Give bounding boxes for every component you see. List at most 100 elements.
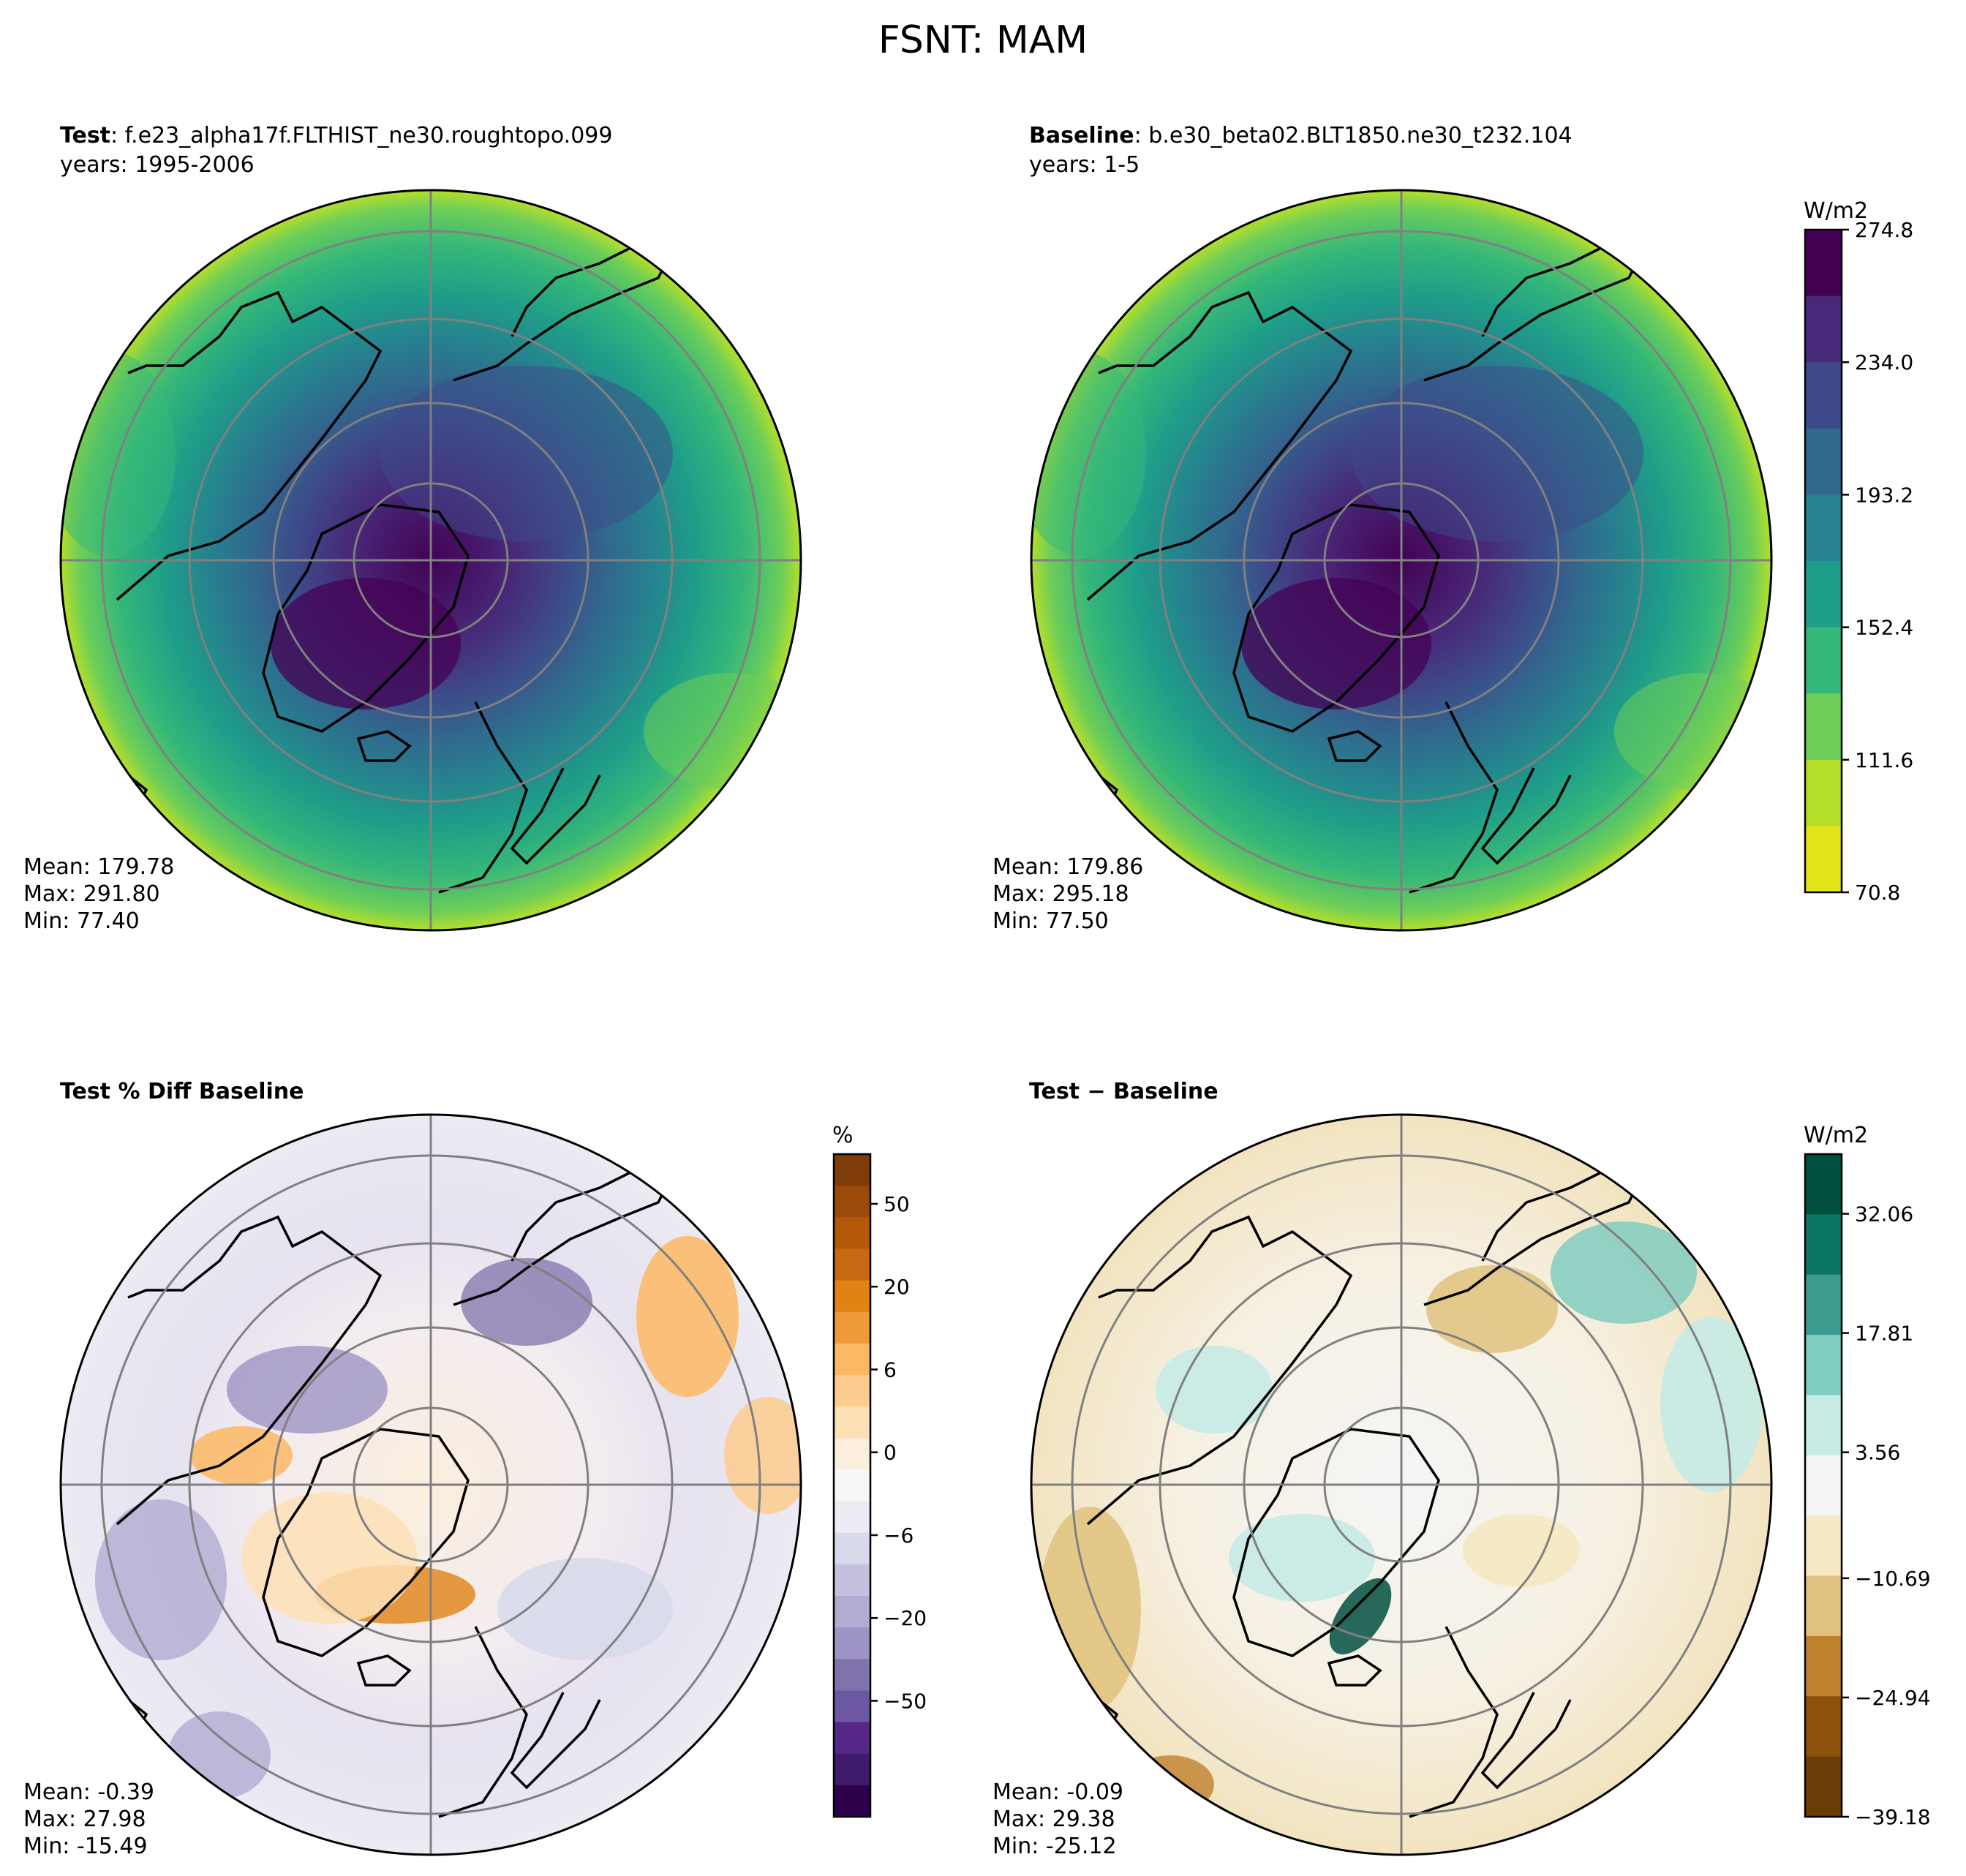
colorbar-pctdiff-tick-label-0: 50 xyxy=(884,1192,910,1216)
field-baseline-pacific-high xyxy=(1614,673,1771,790)
colorbar-pctdiff-level-14 xyxy=(834,1596,870,1628)
diff-teal-patch-2 xyxy=(1660,1316,1763,1492)
colorbar-pctdiff-level-15 xyxy=(834,1627,870,1660)
colorbar-pctdiff-unit-label: % xyxy=(832,1123,854,1148)
colorbar-pctdiff-level-7 xyxy=(834,1375,870,1407)
stat-min-test: Min: 77.40 xyxy=(23,908,140,934)
diff-teal-patch-3 xyxy=(1329,1578,1392,1655)
stat-max-pctdiff: Max: 27.98 xyxy=(23,1807,146,1832)
colorbar-diff: W/m2 32.06 17.81 3.56 −10.69 −24.94 −39.18 xyxy=(1804,1123,1931,1829)
stat-min-baseline: Min: 77.50 xyxy=(993,908,1109,934)
colorbar-pctdiff-tick-label-4: −6 xyxy=(884,1523,914,1548)
graticule-test xyxy=(61,190,801,930)
colorbar-diff-level-4 xyxy=(1805,1395,1842,1456)
colorbar-diff-frame xyxy=(1804,1153,1843,1818)
panel-test: Test: f.e23_alpha17f.FLTHIST_ne30.rought… xyxy=(23,123,802,934)
diff-teal-patch-1 xyxy=(1551,1221,1697,1324)
coast-greenland-pctdiff xyxy=(262,1428,470,1657)
coast-iceland-test xyxy=(356,730,412,762)
diff-brown-patch-2 xyxy=(1126,1755,1214,1814)
diff-teal-patch-4 xyxy=(1229,1514,1375,1602)
diff-teal-patch-5 xyxy=(1156,1346,1273,1434)
diff-brown-patch-4 xyxy=(1463,1514,1580,1587)
colorbar-diff-tick-label-1: 17.81 xyxy=(1855,1322,1913,1346)
stat-mean-baseline: Mean: 179.86 xyxy=(993,854,1143,880)
coast-iceland-baseline xyxy=(1327,730,1382,762)
field-baseline-atlantic-high xyxy=(1031,351,1146,556)
colorbar-diff-level-1 xyxy=(1805,1214,1842,1276)
field-test-siberia-band xyxy=(380,366,673,541)
pctdiff-orange-patch-5 xyxy=(241,1492,417,1624)
panel-test-subtitle: years: 1995-2006 xyxy=(60,152,255,178)
colorbar-absolute-level-1 xyxy=(1805,295,1842,363)
field-baseline-siberia-band xyxy=(1351,366,1643,541)
colorbar-diff-tick-label-3: −10.69 xyxy=(1855,1567,1931,1591)
colorbar-diff-tick-label-2: 3.56 xyxy=(1855,1441,1900,1465)
colorbar-absolute-level-2 xyxy=(1805,362,1842,429)
panel-diff-title: Test − Baseline xyxy=(1029,1079,1219,1104)
map-boundary-baseline xyxy=(1030,189,1773,932)
coast-greenland-baseline xyxy=(1232,503,1440,733)
colorbar-diff-level-2 xyxy=(1805,1274,1842,1336)
panel-test-title: Test: f.e23_alpha17f.FLTHIST_ne30.rought… xyxy=(60,123,612,148)
colorbar-absolute-unit-label: W/m2 xyxy=(1804,198,1868,224)
colorbar-absolute-tick-label-0: 70.8 xyxy=(1855,881,1900,905)
colorbar-pctdiff-level-13 xyxy=(834,1564,870,1597)
stat-min-diff: Min: -25.12 xyxy=(993,1834,1117,1859)
colorbar-absolute-tick-label-2: 152.4 xyxy=(1855,616,1913,640)
colorbar-pctdiff-level-9 xyxy=(834,1438,870,1471)
pctdiff-purple-patch-3 xyxy=(95,1499,227,1660)
coast-iceland-diff xyxy=(1327,1654,1382,1687)
colorbar-pctdiff-level-8 xyxy=(834,1406,870,1439)
pctdiff-orange-patch-1 xyxy=(636,1236,739,1397)
panel-test-title-rest: : f.e23_alpha17f.FLTHIST_ne30.roughtopo.… xyxy=(110,123,612,148)
colorbar-diff-level-8 xyxy=(1805,1635,1842,1697)
panel-baseline-title-bold: Baseline xyxy=(1029,123,1134,148)
colorbar-pctdiff-level-5 xyxy=(834,1311,870,1344)
colorbar-absolute-level-4 xyxy=(1805,494,1842,562)
colorbar-pctdiff: % 50 20 6 0 −6 −20 −50 xyxy=(832,1123,927,1818)
coast-canada-test xyxy=(116,290,383,601)
panel-baseline-subtitle: years: 1-5 xyxy=(1029,152,1140,178)
panel-pctdiff-title: Test % Diff Baseline xyxy=(60,1079,304,1104)
colorbar-pctdiff-tick-label-3: 0 xyxy=(884,1441,897,1465)
colorbar-diff-level-7 xyxy=(1805,1575,1842,1637)
colorbar-pctdiff-level-0 xyxy=(834,1154,870,1186)
graticule-baseline xyxy=(1031,190,1771,930)
coast-greenland-test xyxy=(262,503,470,733)
colorbar-pctdiff-level-18 xyxy=(834,1722,870,1755)
field-test-atlantic-high xyxy=(61,351,176,556)
colorbar-absolute-level-9 xyxy=(1805,826,1842,893)
panel-baseline-title-rest: : b.e30_beta02.BLT1850.ne30_t232.104 xyxy=(1134,123,1573,148)
coast-greenland-diff xyxy=(1232,1428,1440,1657)
colorbar-pctdiff-tick-label-6: −50 xyxy=(884,1689,927,1713)
field-test-greenland-low xyxy=(271,578,461,709)
panel-baseline: Baseline: b.e30_beta02.BLT1850.ne30_t232… xyxy=(993,123,1913,934)
panel-test-title-bold: Test xyxy=(60,123,110,148)
panel-baseline-title: Baseline: b.e30_beta02.BLT1850.ne30_t232… xyxy=(1029,123,1573,148)
map-boundary-diff xyxy=(1030,1113,1773,1856)
colorbar-absolute-level-0 xyxy=(1805,230,1842,297)
colorbar-diff-tick-label-4: −24.94 xyxy=(1855,1686,1931,1710)
colorbar-pctdiff-level-20 xyxy=(834,1785,870,1817)
colorbar-pctdiff-tick-label-1: 20 xyxy=(884,1275,910,1299)
stat-mean-pctdiff: Mean: -0.39 xyxy=(23,1779,154,1805)
figure-title: FSNT: MAM xyxy=(878,18,1088,62)
field-baseline-greenland-low xyxy=(1241,578,1431,709)
field-test-pacific-high xyxy=(644,673,801,790)
stat-min-pctdiff: Min: -15.49 xyxy=(23,1834,148,1859)
colorbar-absolute-tick-label-1: 111.6 xyxy=(1855,748,1913,772)
colorbar-absolute-level-8 xyxy=(1805,759,1842,826)
colorbar-diff-level-10 xyxy=(1805,1756,1842,1817)
colorbar-absolute-frame xyxy=(1804,228,1843,894)
stat-max-diff: Max: 29.38 xyxy=(993,1807,1115,1832)
colorbar-absolute-level-6 xyxy=(1805,627,1842,694)
stat-max-baseline: Max: 295.18 xyxy=(993,881,1129,907)
colorbar-diff-unit-label: W/m2 xyxy=(1804,1123,1868,1148)
pctdiff-purple-patch-1 xyxy=(227,1346,388,1434)
colorbar-pctdiff-frame xyxy=(832,1153,872,1818)
colorbar-absolute-tick-label-3: 193.2 xyxy=(1855,483,1913,507)
map-boundary-test xyxy=(59,189,802,932)
stat-mean-diff: Mean: -0.09 xyxy=(993,1779,1123,1805)
